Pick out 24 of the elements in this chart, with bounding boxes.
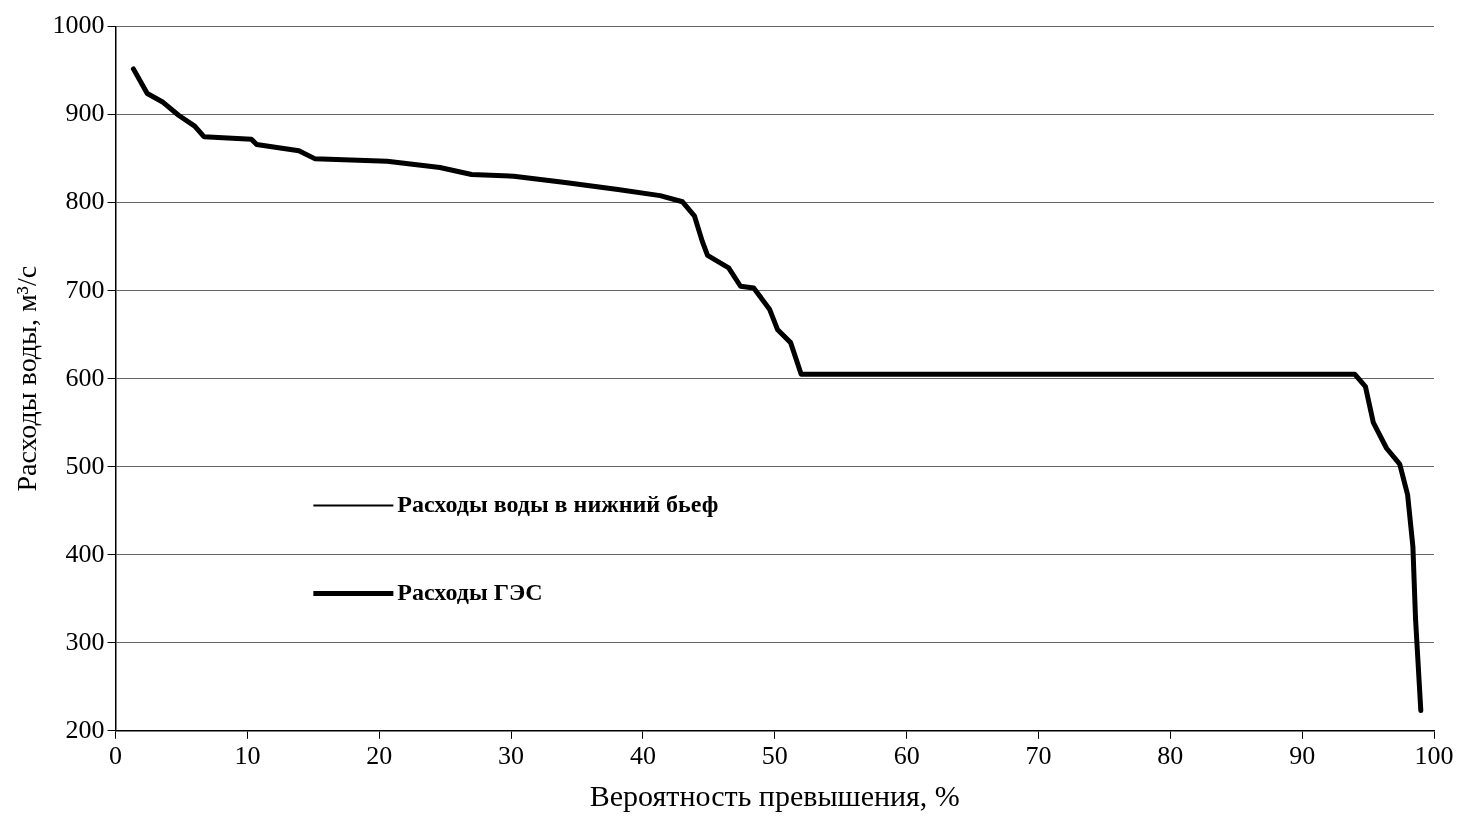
x-tick-label: 70 xyxy=(1025,741,1052,771)
x-tick-label: 40 xyxy=(629,741,656,771)
legend-label: Расходы ГЭС xyxy=(397,578,543,605)
y-tick-label: 900 xyxy=(65,98,105,128)
x-tick-label: 80 xyxy=(1157,741,1184,771)
x-tick-label: 20 xyxy=(366,741,393,771)
y-tick-label: 600 xyxy=(65,362,105,392)
y-axis-title: Расходы воды, м³/с xyxy=(11,265,43,492)
legend-label: Расходы воды в нижний бьеф xyxy=(397,490,719,517)
y-tick-label: 500 xyxy=(65,450,105,480)
y-tick-label: 200 xyxy=(65,714,105,744)
y-tick-label: 300 xyxy=(65,626,105,656)
y-tick-label: 800 xyxy=(65,186,105,216)
x-tick-label: 10 xyxy=(234,741,261,771)
x-axis-title: Вероятность превышения, % xyxy=(589,778,960,812)
x-tick-label: 100 xyxy=(1414,741,1454,771)
y-tick-label: 400 xyxy=(65,538,105,568)
x-tick-label: 50 xyxy=(761,741,788,771)
y-tick-label: 700 xyxy=(65,274,105,304)
x-tick-label: 0 xyxy=(109,741,123,771)
y-tick-label: 1000 xyxy=(52,10,105,40)
x-tick-label: 30 xyxy=(498,741,525,771)
x-tick-label: 60 xyxy=(893,741,920,771)
x-tick-label: 90 xyxy=(1289,741,1316,771)
